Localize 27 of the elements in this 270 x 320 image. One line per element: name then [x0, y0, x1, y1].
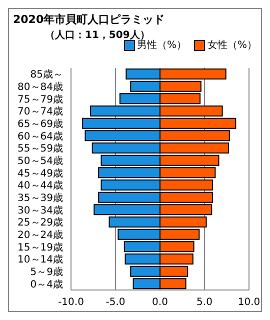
x-tick-label: 10.0 — [238, 297, 260, 308]
x-tick-label: -5.0 — [106, 297, 126, 308]
x-tick-label: -10.0 — [58, 297, 84, 308]
y-tick-label: 60～64歳 — [18, 130, 63, 142]
y-tick-label: 80～84歳 — [18, 81, 63, 94]
y-tick-label: 20～24歳 — [18, 229, 63, 242]
y-tick-label: 45～49歳 — [18, 167, 63, 180]
x-tick-label: 0.0 — [152, 297, 168, 308]
y-tick-label: 50～54歳 — [18, 155, 63, 168]
y-tick-label: 40～44歳 — [18, 180, 63, 192]
y-tick-label: 85歳～ — [30, 68, 63, 81]
legend-label: 男性（%） — [136, 40, 186, 52]
y-tick-label: 70～74歳 — [18, 106, 63, 118]
y-tick-label: 10～14歳 — [18, 254, 63, 266]
legend-label: 女性（%） — [207, 38, 257, 52]
y-tick-label: 30～34歳 — [18, 204, 63, 216]
y-tick-label: 65～69歳 — [18, 118, 63, 130]
y-tick-label: 25～29歳 — [18, 216, 63, 229]
x-tick-label: 5.0 — [196, 297, 212, 308]
y-tick-label: 35～39歳 — [18, 192, 63, 204]
y-tick-label: 15～19歳 — [18, 241, 63, 254]
y-tick-label: 0～4歳 — [30, 278, 63, 290]
y-tick-label: 75～79歳 — [18, 93, 63, 106]
y-tick-label: 55～59歳 — [18, 142, 63, 155]
chart-subtitle: （人口：11，509人） — [44, 28, 150, 41]
y-tick-label: 5～9歳 — [30, 266, 63, 278]
chart-title: 2020年市貝町人口ピラミッド — [12, 12, 166, 27]
